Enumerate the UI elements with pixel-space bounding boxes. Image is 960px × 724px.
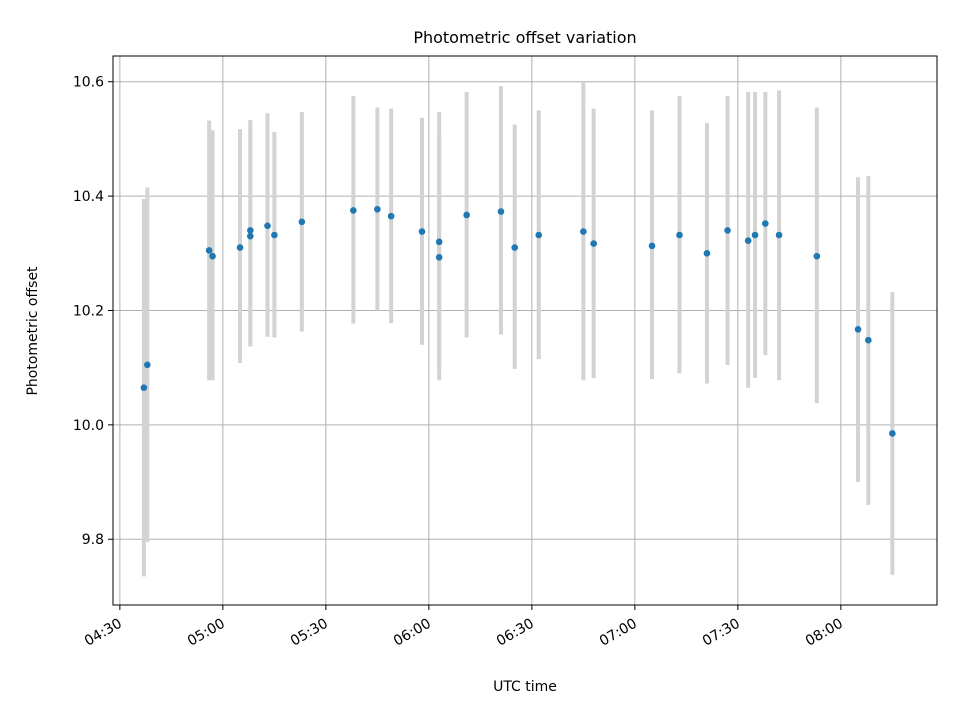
data-point bbox=[724, 227, 731, 234]
data-point bbox=[535, 231, 543, 239]
data-point bbox=[751, 231, 759, 239]
data-point bbox=[435, 253, 443, 261]
data-point bbox=[775, 231, 783, 239]
data-point bbox=[144, 361, 151, 369]
data-point bbox=[865, 336, 872, 344]
data-point bbox=[744, 237, 752, 245]
data-point bbox=[264, 222, 271, 230]
data-point bbox=[889, 430, 896, 437]
data-point bbox=[209, 252, 216, 260]
data-point bbox=[387, 212, 395, 220]
y-axis-label: Photometric offset bbox=[25, 266, 41, 396]
data-point bbox=[271, 231, 278, 239]
data-point bbox=[140, 384, 148, 391]
data-point bbox=[350, 207, 357, 214]
data-point bbox=[703, 249, 711, 257]
y-tick-label: 10.4 bbox=[73, 189, 104, 205]
data-point bbox=[590, 240, 597, 247]
data-points bbox=[140, 205, 896, 437]
y-tick-label: 9.8 bbox=[82, 532, 104, 548]
x-axis-label: UTC time bbox=[493, 679, 557, 695]
data-point bbox=[580, 228, 587, 235]
data-point bbox=[298, 218, 306, 226]
data-point bbox=[463, 211, 470, 219]
data-point bbox=[374, 205, 381, 213]
data-point bbox=[762, 220, 769, 227]
data-point bbox=[813, 252, 821, 260]
y-axis-ticks: 9.8 10.0 10.2 10.4 10.6 bbox=[73, 75, 113, 548]
data-point bbox=[511, 244, 518, 251]
y-tick-label: 10.2 bbox=[73, 303, 104, 319]
data-point bbox=[236, 244, 244, 251]
data-point bbox=[435, 238, 443, 246]
grid bbox=[113, 56, 937, 605]
plot-area-frame bbox=[112, 55, 938, 606]
y-tick-label: 10.0 bbox=[73, 418, 104, 434]
data-point bbox=[854, 326, 862, 333]
data-point bbox=[418, 228, 426, 235]
data-point bbox=[648, 242, 656, 250]
chart-title: Photometric offset variation bbox=[413, 28, 636, 47]
data-point bbox=[247, 232, 254, 240]
data-point bbox=[676, 231, 683, 239]
data-point bbox=[497, 208, 505, 215]
data-point bbox=[205, 247, 213, 254]
y-tick-label: 10.6 bbox=[73, 75, 104, 91]
data-point bbox=[247, 227, 254, 234]
